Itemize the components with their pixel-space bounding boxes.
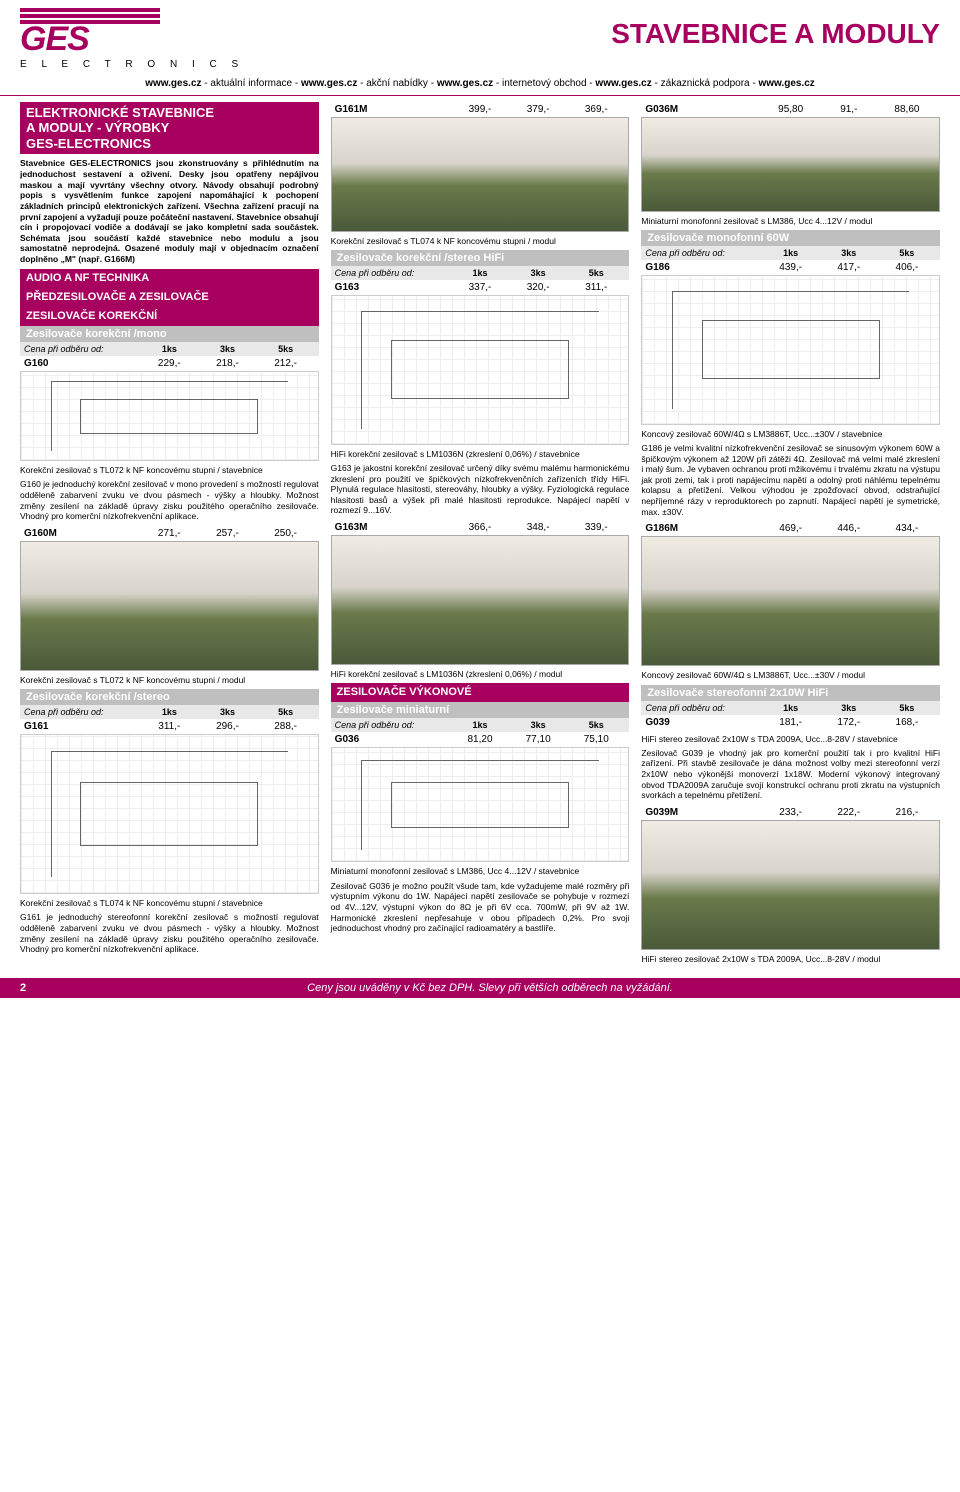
page: GES E L E C T R O N I C S STAVEBNICE A M… [0, 0, 960, 998]
logo-text: GES [20, 24, 244, 55]
price-header-6: Cena při odběru od: 1ks 3ks 5ks [641, 701, 940, 715]
page-title: STAVEBNICE A MODULY [244, 8, 940, 50]
caption-g036: Miniaturní monofonní zesilovač s LM386, … [331, 866, 630, 876]
schematic-g186 [641, 275, 940, 425]
photo-g036m [641, 117, 940, 212]
desc-g161: G161 je jednoduchý stereofonní korekční … [20, 912, 319, 955]
column-3: G036M 95,80 91,- 88,60 Miniaturní monofo… [641, 102, 940, 968]
price-header-4: Cena při odběru od: 1ks 3ks 5ks [331, 718, 630, 732]
desc-g163: G163 je jakostní korekční zesilovač urče… [331, 463, 630, 516]
caption-g036m: Miniaturní monofonní zesilovač s LM386, … [641, 216, 940, 226]
desc-g036: Zesilovač G036 je možno použít všude tam… [331, 881, 630, 934]
price-row-g186m: G186M 469,- 446,- 434,- [641, 521, 940, 536]
link-domain-1: www.ges.cz [145, 78, 201, 89]
price-header-5: Cena při odběru od: 1ks 3ks 5ks [641, 246, 940, 260]
price-row-g039m: G039M 233,- 222,- 216,- [641, 805, 940, 820]
page-number: 2 [20, 982, 40, 994]
schematic-g160 [20, 371, 319, 461]
heading-mini-amps: Zesilovače miniaturní [331, 702, 630, 718]
price-row-g036m: G036M 95,80 91,- 88,60 [641, 102, 940, 117]
photo-g186m [641, 536, 940, 666]
caption-g039: HiFi stereo zesilovač 2x10W s TDA 2009A,… [641, 734, 940, 744]
price-header-3: Cena při odběru od: 1ks 3ks 5ks [331, 266, 630, 280]
heading-power-amps: ZESILOVAČE VÝKONOVÉ [331, 683, 630, 702]
price-header-2: Cena při odběru od: 1ks 3ks 5ks [20, 705, 319, 719]
photo-g160m [20, 541, 319, 671]
caption-g160m: Korekční zesilovač s TL072 k NF koncovém… [20, 675, 319, 685]
caption-g039m: HiFi stereo zesilovač 2x10W s TDA 2009A,… [641, 954, 940, 964]
footer-text: Ceny jsou uváděny v Kč bez DPH. Slevy př… [40, 982, 940, 994]
link-domain-3: www.ges.cz [437, 78, 493, 89]
logo: GES E L E C T R O N I C S [20, 8, 244, 70]
caption-g160: Korekční zesilovač s TL072 k NF koncovém… [20, 465, 319, 475]
caption-g186m: Koncový zesilovač 60W/4Ω s LM3886T, Ucc.… [641, 670, 940, 680]
heading-stereo-2x10w: Zesilovače stereofonní 2x10W HiFi [641, 685, 940, 701]
section-heading-electronics-kits: ELEKTRONICKÉ STAVEBNICE A MODULY - VÝROB… [20, 102, 319, 155]
schematic-g036 [331, 747, 630, 862]
heading-audio-nf: AUDIO A NF TECHNIKA [20, 269, 319, 288]
price-row-g163m: G163M 366,- 348,- 339,- [331, 520, 630, 535]
heading-correction-amps: ZESILOVAČE KOREKČNÍ [20, 307, 319, 326]
price-row-g161: G161 311,- 296,- 288,- [20, 719, 319, 734]
logo-subtitle: E L E C T R O N I C S [20, 59, 244, 70]
column-1: ELEKTRONICKÉ STAVEBNICE A MODULY - VÝROB… [20, 102, 319, 968]
price-row-g163: G163 337,- 320,- 311,- [331, 280, 630, 295]
heading-preamps: PŘEDZESILOVAČE A ZESILOVAČE [20, 288, 319, 307]
price-row-g036: G036 81,20 77,10 75,10 [331, 732, 630, 747]
heading-correction-hifi: Zesilovače korekční /stereo HiFi [331, 250, 630, 266]
caption-g161: Korekční zesilovač s TL074 k NF koncovém… [20, 898, 319, 908]
caption-g163: HiFi korekční zesilovač s LM1036N (zkres… [331, 449, 630, 459]
column-2: G161M 399,- 379,- 369,- Korekční zesilov… [331, 102, 630, 968]
price-row-g160m: G160M 271,- 257,- 250,- [20, 526, 319, 541]
link-domain-4: www.ges.cz [595, 78, 651, 89]
desc-g186: G186 je velmi kvalitní nízkofrekvenční z… [641, 443, 940, 517]
desc-g160: G160 je jednoduchý korekční zesilovač v … [20, 479, 319, 522]
photo-g163m [331, 535, 630, 665]
link-line: www.ges.cz - aktuální informace - www.ge… [0, 74, 960, 96]
footer: 2 Ceny jsou uváděny v Kč bez DPH. Slevy … [0, 978, 960, 998]
columns: ELEKTRONICKÉ STAVEBNICE A MODULY - VÝROB… [0, 96, 960, 978]
photo-g161m [331, 117, 630, 232]
price-row-g186: G186 439,- 417,- 406,- [641, 260, 940, 275]
price-row-g160: G160 229,- 218,- 212,- [20, 356, 319, 371]
link-domain-2: www.ges.cz [301, 78, 357, 89]
heading-correction-stereo: Zesilovače korekční /stereo [20, 689, 319, 705]
intro-text: Stavebnice GES-ELECTRONICS jsou zkonstru… [20, 158, 319, 264]
caption-g161m: Korekční zesilovač s TL074 k NF koncovém… [331, 236, 630, 246]
heading-correction-mono: Zesilovače korekční /mono [20, 326, 319, 342]
desc-g039: Zesilovač G039 je vhodný jak pro komerčn… [641, 748, 940, 801]
caption-g163m: HiFi korekční zesilovač s LM1036N (zkres… [331, 669, 630, 679]
price-row-g039: G039 181,- 172,- 168,- [641, 715, 940, 730]
caption-g186: Koncový zesilovač 60W/4Ω s LM3886T, Ucc.… [641, 429, 940, 439]
header: GES E L E C T R O N I C S STAVEBNICE A M… [0, 0, 960, 74]
photo-g039m [641, 820, 940, 950]
link-domain-5: www.ges.cz [758, 78, 814, 89]
price-header-1: Cena při odběru od: 1ks 3ks 5ks [20, 342, 319, 356]
schematic-g161 [20, 734, 319, 894]
price-row-g161m: G161M 399,- 379,- 369,- [331, 102, 630, 117]
schematic-g163 [331, 295, 630, 445]
heading-mono-60w: Zesilovače monofonní 60W [641, 230, 940, 246]
